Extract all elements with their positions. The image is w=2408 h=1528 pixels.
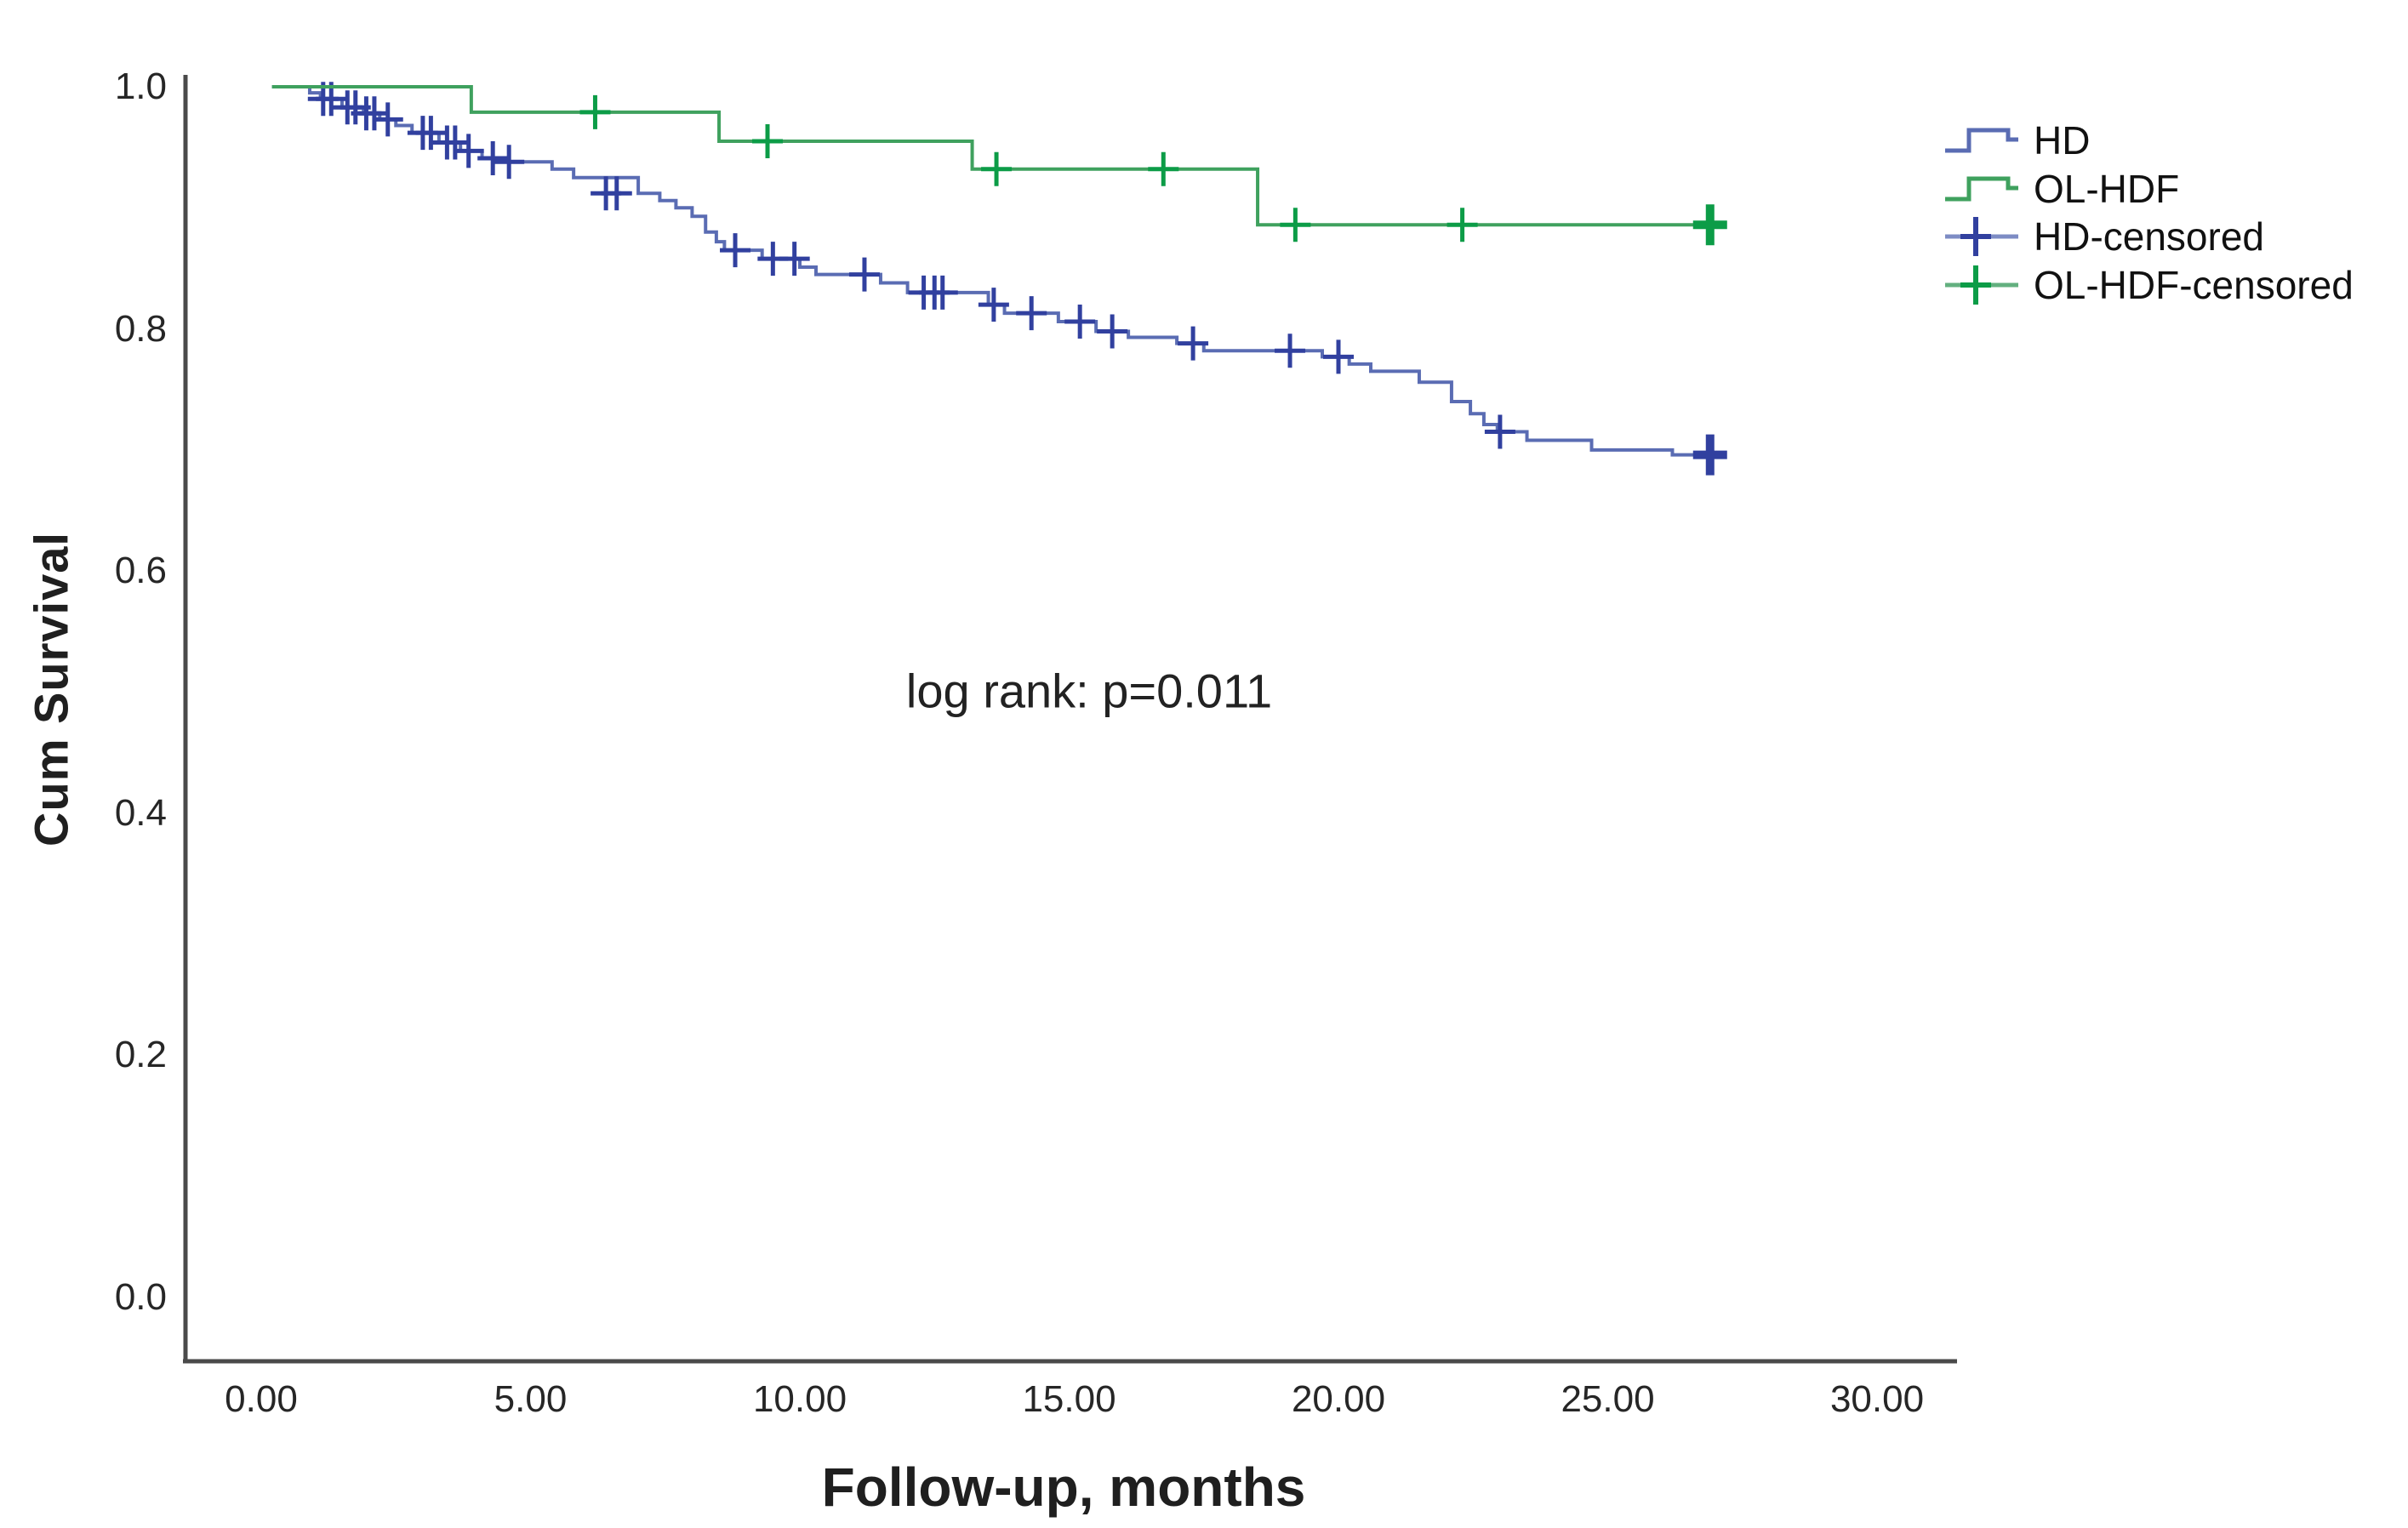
censor-mark-hd: [415, 116, 447, 151]
censor-mark-hd: [477, 140, 509, 175]
censor-mark-hd: [358, 96, 390, 131]
legend-censor-plus-icon: [1945, 265, 2018, 305]
legend-item-hd-censored: HD-censored: [1942, 213, 2264, 260]
censor-mark-hd: [720, 233, 751, 268]
censor-mark-hd: [601, 176, 632, 211]
censor-mark-ol-hdf: [1148, 151, 1179, 186]
x-tick-label: 5.00: [494, 1378, 568, 1420]
censor-mark-hd: [848, 257, 880, 292]
legend-item-hd: HD: [1942, 117, 2090, 164]
legend-item-label: HD: [2034, 118, 2091, 162]
legend-item-label: OL-HDF-censored: [2034, 263, 2354, 307]
censor-mark-hd: [1178, 326, 1209, 361]
legend-step-line-icon: [1945, 176, 2018, 202]
x-tick-label: 0.00: [225, 1378, 298, 1420]
survival-curve-ol-hdf: [271, 85, 1726, 227]
x-tick-label: 10.00: [752, 1378, 847, 1420]
y-tick-label: 1.0: [114, 66, 167, 107]
censor-mark-ol-hdf: [579, 94, 611, 129]
y-tick-label: 0.2: [114, 1034, 167, 1076]
axis-lines: [183, 75, 1957, 1364]
y-tick-label: 0.0: [114, 1276, 167, 1318]
censor-mark-hd: [927, 275, 958, 310]
censor-mark-ol-hdf: [1280, 208, 1311, 242]
censor-mark-hd: [1323, 339, 1354, 374]
censor-mark-hd: [453, 134, 484, 168]
log-rank-annotation: log rank: p=0.011: [905, 664, 1273, 718]
censor-mark-hd: [1484, 414, 1515, 449]
x-tick-label: 30.00: [1829, 1378, 1925, 1420]
censor-mark-ol-hdf: [1692, 204, 1727, 246]
x-axis-label: Follow-up, months: [821, 1457, 1306, 1518]
legend-censor-plus-icon: [1945, 217, 2018, 256]
censor-mark-ol-hdf: [1447, 208, 1478, 242]
censor-mark-hd: [372, 102, 403, 137]
censor-mark-ol-hdf: [981, 151, 1013, 186]
legend-item-ol-hdf-censored: OL-HDF-censored: [1942, 261, 2354, 309]
y-tick-label: 0.8: [114, 307, 167, 350]
censor-mark-hd: [978, 288, 1009, 322]
censor-mark-hd: [1692, 434, 1727, 476]
legend-item-label: OL-HDF: [2034, 167, 2180, 211]
y-axis-label: Cum Survival: [24, 532, 78, 847]
survival-curve-hd: [271, 85, 1724, 457]
x-tick-label: 20.00: [1291, 1378, 1386, 1420]
censor-mark-hd: [1016, 296, 1047, 331]
censor-mark-hd: [439, 125, 471, 160]
y-tick-label: 0.4: [114, 791, 167, 834]
x-tick-label: 25.00: [1561, 1378, 1655, 1420]
censor-mark-hd: [779, 242, 810, 277]
legend-step-line-icon: [1945, 128, 2018, 153]
censor-mark-ol-hdf: [752, 124, 784, 159]
legend-item-label: HD-censored: [2034, 214, 2264, 259]
legend-item-ol-hdf: OL-HDF: [1942, 165, 2179, 213]
censor-mark-hd: [1097, 314, 1128, 349]
censor-mark-hd: [1275, 334, 1306, 368]
x-tick-label: 15.00: [1022, 1378, 1116, 1420]
censor-mark-hd: [1064, 305, 1096, 339]
y-tick-label: 0.6: [114, 550, 167, 592]
censor-mark-hd: [494, 145, 525, 180]
